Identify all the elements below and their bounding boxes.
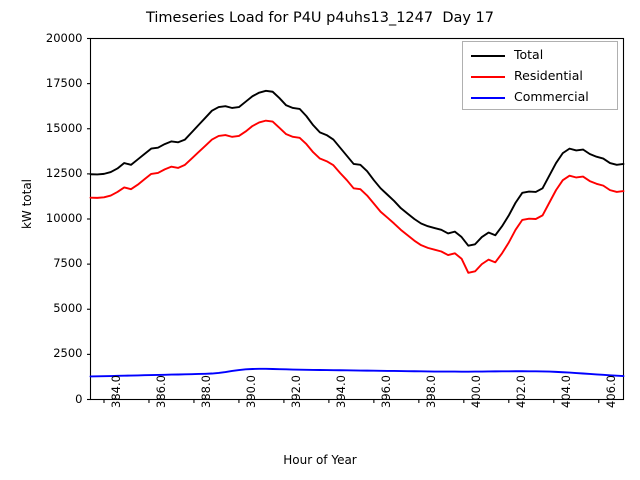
legend-item-commercial: Commercial — [471, 87, 589, 108]
y-tick-label: 7500 — [53, 256, 83, 271]
y-tick-label: 0 — [75, 391, 83, 406]
legend-swatch-total — [471, 54, 505, 57]
legend-swatch-residential — [471, 75, 505, 78]
y-axis-label: kW total — [20, 178, 34, 230]
x-tick-label: 398.0 — [423, 374, 438, 408]
x-tick-label: 400.0 — [468, 374, 483, 408]
x-tick-label: 404.0 — [558, 374, 573, 408]
x-tick-label: 394.0 — [333, 374, 348, 408]
x-axis-label: Hour of Year — [283, 453, 357, 467]
x-tick-label: 388.0 — [198, 374, 213, 408]
x-tick-label: 392.0 — [288, 374, 303, 408]
chart-legend: Total Residential Commercial — [462, 41, 618, 110]
x-tick-label: 390.0 — [243, 374, 258, 408]
legend-swatch-commercial — [471, 96, 505, 99]
x-tick-label: 396.0 — [378, 374, 393, 408]
y-tick-label: 15000 — [45, 120, 83, 135]
legend-item-total: Total — [471, 45, 543, 66]
x-tick-label: 384.0 — [108, 374, 123, 408]
legend-label-commercial: Commercial — [514, 89, 589, 105]
y-tick-label: 20000 — [45, 30, 83, 45]
y-tick-label: 2500 — [53, 346, 83, 361]
y-tick-label: 12500 — [45, 165, 83, 180]
y-tick-label: 17500 — [45, 75, 83, 90]
legend-label-total: Total — [514, 47, 544, 63]
legend-item-residential: Residential — [471, 66, 583, 87]
legend-label-residential: Residential — [514, 68, 583, 84]
y-tick-label: 5000 — [53, 301, 83, 316]
x-tick-label: 386.0 — [153, 374, 168, 408]
x-tick-label: 406.0 — [603, 374, 618, 408]
chart-title: Timeseries Load for P4U p4uhs13_1247 Day… — [145, 10, 495, 26]
y-tick-label: 10000 — [45, 211, 83, 225]
x-tick-label: 402.0 — [513, 374, 528, 408]
